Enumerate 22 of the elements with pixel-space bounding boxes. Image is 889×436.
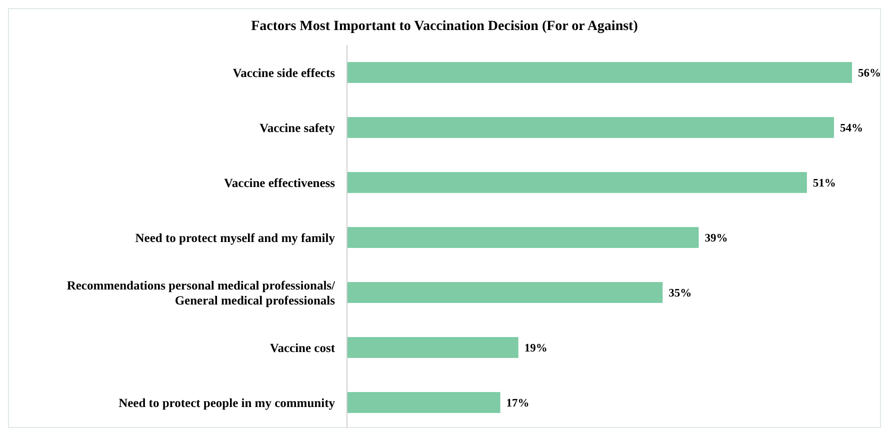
data-label: 19% [524,342,548,355]
data-label: 39% [704,232,728,245]
bar [347,117,834,138]
data-label: 51% [812,178,836,190]
data-label: 54% [840,122,863,135]
bar [347,282,663,303]
data-label: 35% [668,288,692,300]
bar [347,227,699,248]
bar [347,172,807,193]
y-tick-label: Vaccine side effects [232,66,336,80]
bar [347,392,500,413]
data-label: 56% [858,68,881,80]
y-tick-label: Vaccine cost [270,340,336,355]
bar [347,337,518,358]
y-tick-label: Recommendations personal medical professionals/ General medical professionals [66,278,336,308]
data-label: 17% [506,398,530,410]
y-tick-label: Vaccine effectiveness [224,176,336,190]
y-tick-label: Need to protect myself and my family [135,230,336,245]
y-tick-label: Vaccine safety [259,120,336,135]
y-tick-label: Need to protect people in my community [118,396,336,410]
bar [347,62,852,83]
chart-title: Factors Most Important to Vaccination Decision (For or Against) [251,19,638,34]
